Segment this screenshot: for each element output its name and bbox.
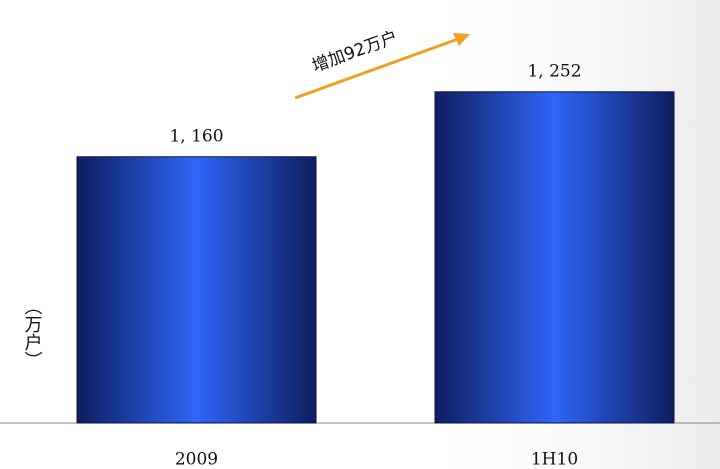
x-tick-label: 1H10 — [531, 450, 578, 469]
annotation-arrow — [294, 37, 459, 100]
bar — [434, 91, 675, 424]
annotation: 增加92万户 — [309, 27, 400, 76]
x-tick-label: 2009 — [175, 450, 218, 469]
annotation-arrowhead — [453, 33, 470, 46]
value-label: 1, 160 — [169, 126, 223, 146]
bar — [76, 156, 317, 424]
y-axis-label: （万户） — [22, 297, 43, 369]
value-label: 1, 252 — [527, 61, 581, 81]
